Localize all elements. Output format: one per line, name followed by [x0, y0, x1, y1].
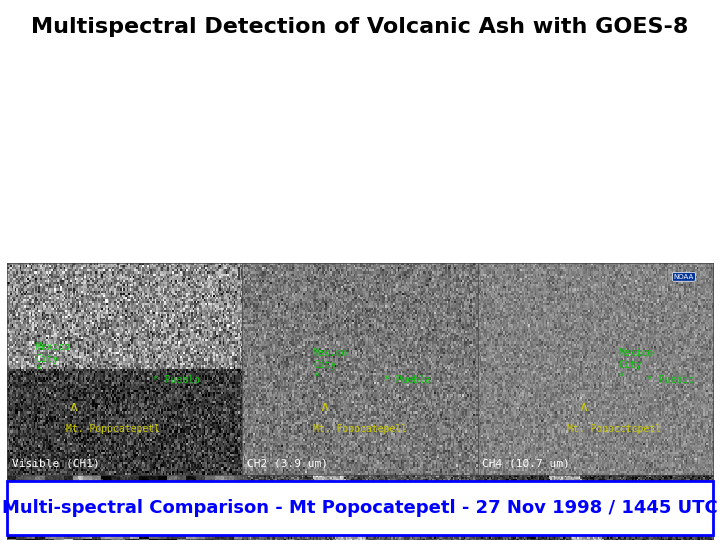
Text: ∧: ∧	[68, 400, 78, 414]
Text: CH2 (3.9 um): CH2 (3.9 um)	[247, 459, 328, 469]
Text: Mt. Fopocatepell: Mt. Fopocatepell	[313, 423, 407, 434]
Text: Ellrod, ORA: Ellrod, ORA	[548, 492, 708, 516]
Text: NOAA: NOAA	[674, 274, 694, 280]
Text: Mexico
City
*: Mexico City *	[618, 348, 654, 382]
Text: Mt. Popocatepetl: Mt. Popocatepetl	[66, 423, 160, 434]
Text: * Pueblo: * Pueblo	[153, 375, 200, 385]
FancyBboxPatch shape	[7, 481, 713, 535]
Text: Mexico
City
*: Mexico City *	[35, 342, 71, 375]
Text: * Puebic: * Puebic	[647, 375, 694, 385]
Text: CH4 (10.7 um): CH4 (10.7 um)	[482, 459, 570, 469]
Text: Visible (CH1): Visible (CH1)	[12, 459, 99, 469]
Text: ∧: ∧	[320, 400, 330, 414]
Text: Mex.co
City
*: Mex.co City *	[313, 348, 348, 382]
Text: Mt. Popocctcpetl: Mt. Popocctcpetl	[567, 423, 661, 434]
Text: * Puebla: * Puebla	[384, 375, 431, 385]
Text: Multispectral Detection of Volcanic Ash with GOES-8: Multispectral Detection of Volcanic Ash …	[31, 17, 689, 37]
Text: Multi-spectral Comparison - Mt Popocatepetl - 27 Nov 1998 / 1445 UTC: Multi-spectral Comparison - Mt Popocatep…	[2, 498, 718, 517]
Text: ∧: ∧	[578, 400, 588, 414]
